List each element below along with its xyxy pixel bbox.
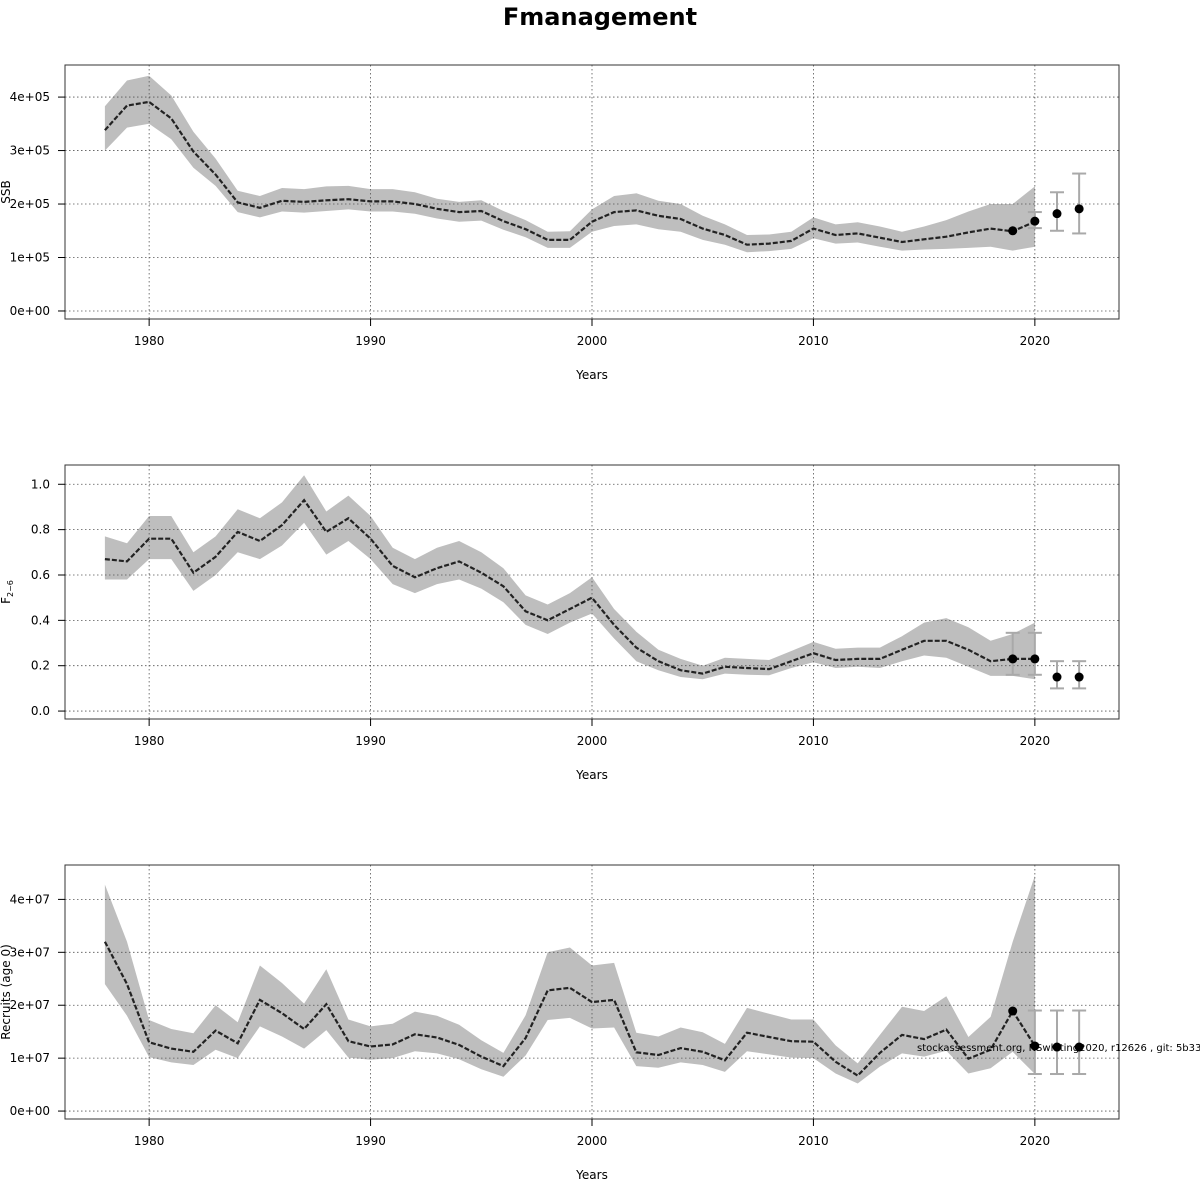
data-point-2022 [1074,1042,1084,1052]
y-axis-label-subscript: 2−6 [6,580,15,597]
x-axis-label: Years [575,768,608,782]
data-point-2020 [1030,216,1040,226]
y-axis-label: Recruits (age 0) [0,944,13,1040]
y-tick-label-1: 0.2 [31,659,50,673]
y-axis-label: SSB [0,180,13,203]
data-point-2019 [1008,654,1018,664]
x-tick-label-1980: 1980 [134,1134,165,1148]
chart-panel-1: 1980 1990 2000 2010 2020 0e+00 1e+05 2e+05 3e+05… [0,64,1120,382]
y-tick-label-3: 3e+07 [10,945,50,959]
y-tick-label-5: 1.0 [31,477,50,491]
data-point-2021 [1052,672,1062,682]
x-tick-label-2000: 2000 [577,734,608,748]
data-point-2020 [1030,1041,1040,1051]
data-point-2022 [1074,204,1084,214]
x-tick-label-2010: 2010 [798,1134,829,1148]
data-point-2020 [1030,654,1040,664]
confidence-band [104,875,1035,1084]
y-tick-label-2: 2e+05 [10,197,50,211]
x-axis-label: Years [575,368,608,382]
x-axis-label: Years [575,1168,608,1182]
chart-panel-2: 1980 1990 2000 2010 2020 0.0 0.2 0.4 0.6 0.8 1.0 Ye… [0,464,1120,782]
y-tick-label-0: 0.0 [31,704,50,718]
data-point-2021 [1052,1042,1062,1052]
y-tick-label-2: 2e+07 [10,998,50,1012]
data-point-2019 [1008,226,1018,236]
estimate-line [103,941,1036,1078]
page-title: Fmanagement [502,3,698,31]
chart-panel-3: 1980 1990 2000 2010 2020 0e+00 1e+07 2e+07 3e+07… [0,864,1120,1182]
x-tick-label-2000: 2000 [577,1134,608,1148]
y-tick-label-3: 3e+05 [10,144,50,158]
y-tick-label-3: 0.6 [31,568,50,582]
x-tick-label-2010: 2010 [798,334,829,348]
y-tick-label-2: 0.4 [31,613,50,627]
data-point-2022 [1074,672,1084,682]
x-tick-label-1990: 1990 [355,1134,386,1148]
x-tick-label-2010: 2010 [798,734,829,748]
x-tick-label-1990: 1990 [355,334,386,348]
x-tick-label-1980: 1980 [134,334,165,348]
data-point-2019 [1008,1006,1018,1016]
confidence-band [104,75,1035,253]
y-tick-label-0: 0e+00 [10,1104,50,1118]
estimate-line [104,100,1036,246]
y-tick-label-4: 4e+05 [10,90,50,104]
y-tick-label-0: 0e+00 [10,304,50,318]
confidence-band [104,475,1035,680]
x-tick-label-2020: 2020 [1020,334,1051,348]
x-tick-label-1980: 1980 [134,734,165,748]
x-tick-label-1990: 1990 [355,734,386,748]
y-tick-label-1: 1e+05 [10,251,50,265]
x-tick-label-2020: 2020 [1020,734,1051,748]
data-point-2021 [1052,209,1062,219]
y-tick-label-1: 1e+07 [10,1051,50,1065]
x-tick-label-2000: 2000 [577,334,608,348]
y-tick-label-4: 0.8 [31,523,50,537]
y-axis-label: F2−6 [0,580,15,604]
x-tick-label-2020: 2020 [1020,1134,1051,1148]
estimate-line [104,498,1035,675]
footer-note: stockassessment.org, NSwhiting2020, r126… [917,1043,1200,1054]
y-tick-label-4: 4e+07 [10,892,50,906]
